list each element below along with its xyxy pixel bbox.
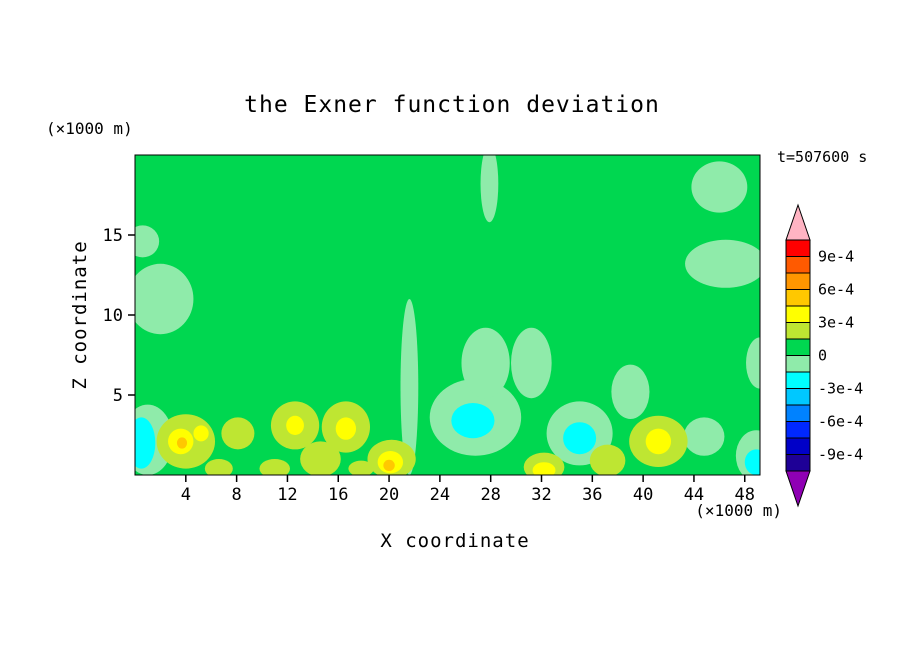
colorbar-label: 0 [818, 347, 827, 365]
colorbar-label: 3e-4 [818, 314, 854, 332]
contour-blob [135, 263, 194, 335]
colorbar-under-arrow [785, 470, 811, 508]
contour-blob [589, 444, 626, 475]
contour-blob [683, 417, 725, 456]
contour-blob [135, 225, 160, 258]
contour-blob [645, 428, 672, 455]
contour-blob [532, 462, 556, 475]
colorbar-band [785, 388, 811, 406]
contour-blob [451, 403, 495, 439]
colorbar-band [785, 454, 811, 472]
contour-blob [685, 239, 760, 288]
contour-blob [286, 415, 304, 435]
contour-blob [461, 327, 510, 399]
colorbar-band [785, 256, 811, 274]
contour-blob [563, 422, 597, 455]
x-tick-label: 48 [735, 485, 755, 505]
colorbar: 9e-4 6e-4 3e-4 0 -3e-4 -6e-4 -9e-4 [785, 203, 863, 508]
x-tick-label: 24 [430, 485, 450, 505]
contour-blob [480, 155, 499, 223]
y-axis-unit-label: (×1000 m) [46, 119, 133, 138]
time-annotation: t=507600 s [777, 148, 867, 166]
contour-blob [611, 364, 650, 419]
contour-blob [335, 417, 357, 440]
colorbar-label: 6e-4 [818, 281, 854, 299]
contour-blob [176, 437, 188, 449]
colorbar-band [785, 289, 811, 307]
colorbar-over-arrow [785, 203, 811, 241]
colorbar-band [785, 355, 811, 373]
contour-blob [193, 425, 209, 442]
contour-blob [259, 459, 290, 475]
colorbar-band [785, 437, 811, 455]
y-axis-label: Z coordinate [69, 240, 91, 389]
colorbar-band [785, 272, 811, 290]
x-tick-label: 36 [582, 485, 602, 505]
contour-blob [744, 449, 760, 475]
contour-blob [383, 459, 395, 471]
contour-blob [300, 441, 341, 475]
contour-blob [221, 417, 255, 450]
x-tick-label: 32 [531, 485, 551, 505]
contour-fill [135, 155, 760, 475]
x-tick-label: 12 [277, 485, 297, 505]
colorbar-label: -6e-4 [818, 413, 863, 431]
contour-blob [204, 459, 233, 475]
y-tick-label: 5 [113, 386, 123, 406]
contour-blob [400, 299, 419, 475]
x-tick-label: 8 [232, 485, 242, 505]
y-tick-label: 15 [103, 226, 123, 246]
contour-blob [746, 337, 760, 389]
colorbar-label: -9e-4 [818, 446, 863, 464]
colorbar-band [785, 338, 811, 356]
contour-field [135, 155, 760, 475]
colorbar-band [785, 371, 811, 389]
x-tick-label: 40 [633, 485, 653, 505]
contour-blob [348, 460, 374, 475]
colorbar-band [785, 404, 811, 422]
colorbar-band [785, 421, 811, 439]
contour-blob [691, 161, 748, 213]
x-tick-label: 20 [379, 485, 399, 505]
colorbar-band [785, 322, 811, 340]
x-tick-label: 28 [480, 485, 500, 505]
colorbar-band [785, 305, 811, 323]
colorbar-label: 9e-4 [818, 248, 854, 266]
contour-blob [511, 327, 552, 399]
x-axis-label: X coordinate [380, 530, 529, 552]
contour-blob [135, 417, 156, 469]
x-tick-label: 4 [181, 485, 191, 505]
chart-title: the Exner function deviation [244, 92, 660, 118]
x-axis-unit-label: (×1000 m) [695, 501, 782, 520]
y-tick-label: 10 [103, 306, 123, 326]
colorbar-label: -3e-4 [818, 380, 863, 398]
colorbar-band [785, 239, 811, 257]
x-tick-label: 16 [328, 485, 348, 505]
x-tick-label: 44 [684, 485, 704, 505]
